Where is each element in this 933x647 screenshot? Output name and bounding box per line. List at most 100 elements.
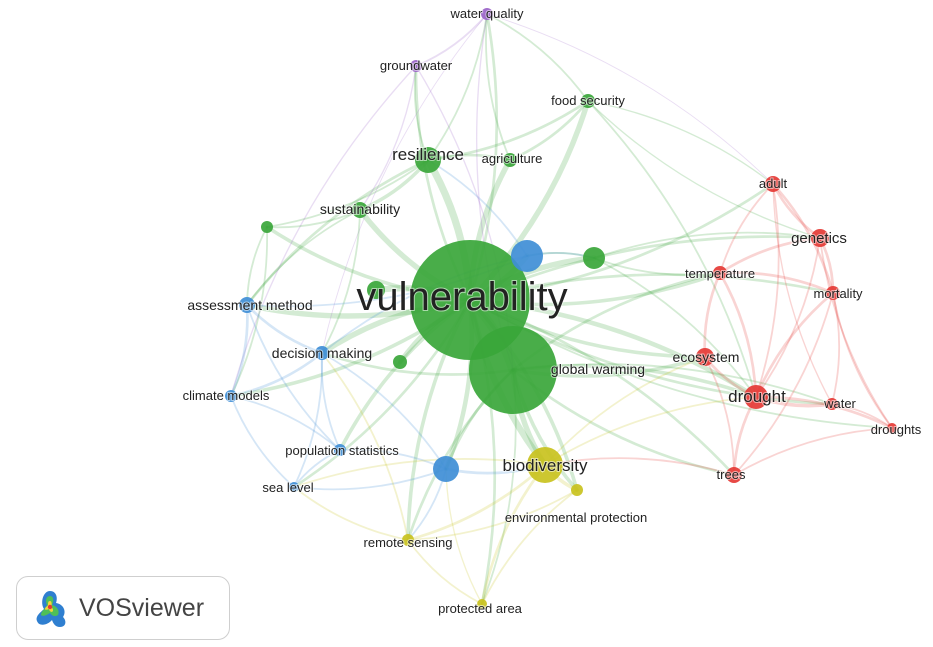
edge-adult-water	[772, 183, 833, 405]
node-g-small3[interactable]	[393, 355, 407, 369]
node-groundwater[interactable]	[410, 60, 422, 72]
edge-water-quality-decision-making	[321, 13, 488, 354]
edge-genetics-droughts	[819, 237, 893, 429]
edge-agriculture-water-quality	[485, 13, 511, 161]
edge-g-small2-genetics	[593, 231, 821, 259]
label-trees: trees	[717, 467, 746, 482]
edge-remote-sensing-protected-area	[407, 539, 483, 605]
label-climate-models: climate models	[183, 388, 270, 403]
node-b-lower[interactable]	[433, 456, 459, 482]
edge-adult-mortality	[771, 182, 835, 295]
edge-biodiversity-drought	[544, 396, 757, 466]
edge-environmental-protection-protected-area	[481, 489, 578, 605]
label-assessment-method: assessment method	[187, 297, 312, 313]
edge-mortality-trees	[733, 292, 834, 476]
node-environmental-protection[interactable]	[571, 484, 583, 496]
edge-mortality-water	[831, 292, 841, 405]
node-g-small4[interactable]	[261, 221, 273, 233]
edge-food-security-genetics	[587, 100, 821, 239]
label-population-statistics: population statistics	[285, 443, 399, 458]
edge-b-lower-sea-level	[293, 468, 447, 491]
node-drought[interactable]	[744, 385, 768, 409]
edge-water-quality-adult	[486, 13, 774, 185]
edge-biodiversity-remote-sensing	[406, 463, 547, 542]
label-temperature: temperature	[685, 266, 755, 281]
node-agriculture[interactable]	[503, 153, 517, 167]
edge-trees-droughts	[733, 427, 893, 476]
node-decision-making[interactable]	[315, 346, 329, 360]
vosviewer-badge: VOSviewer	[16, 576, 230, 640]
node-water[interactable]	[826, 398, 838, 410]
edge-assessment-method-climate-models	[229, 303, 249, 398]
node-sea-level[interactable]	[289, 482, 299, 492]
edge-resilience-assessment-method	[245, 158, 430, 307]
edge-agriculture-food-security	[508, 99, 590, 162]
label-sustainability: sustainability	[320, 201, 400, 217]
label-protected-area: protected area	[438, 601, 523, 616]
label-ecosystem: ecosystem	[673, 349, 740, 365]
node-global-warming[interactable]	[469, 326, 557, 414]
node-mortality[interactable]	[826, 286, 840, 300]
vosviewer-brand-name: VOSviewer	[79, 593, 205, 622]
node-adult[interactable]	[765, 176, 781, 192]
label-genetics: genetics	[791, 230, 847, 247]
network-labels: vulnerability global warming resilience agr…	[182, 5, 923, 617]
edge-adult-drought	[755, 183, 780, 398]
node-biodiversity[interactable]	[527, 447, 563, 483]
edge-drought-droughts	[754, 395, 894, 430]
edge-food-security-water-quality	[486, 13, 589, 102]
edge-biodiversity-ecosystem	[544, 356, 706, 466]
node-food-security[interactable]	[581, 94, 595, 108]
edge-sustainability-g-small4	[266, 209, 361, 229]
node-resilience[interactable]	[415, 147, 441, 173]
edge-g-small4-climate-models	[230, 226, 269, 397]
edge-sustainability-assessment-method	[246, 209, 361, 306]
edge-decision-making-population-statistics	[320, 352, 341, 451]
edge-climate-models-sea-level	[230, 395, 295, 488]
label-global-warming: global warming	[551, 361, 645, 377]
edge-remote-sensing-decision-making	[321, 352, 409, 541]
node-ecosystem[interactable]	[696, 348, 714, 366]
label-food-security: food security	[551, 93, 625, 108]
node-temperature[interactable]	[713, 266, 727, 280]
node-genetics[interactable]	[811, 229, 829, 247]
label-groundwater: groundwater	[380, 58, 453, 73]
label-agriculture: agriculture	[482, 151, 543, 166]
edge-resilience-g-small4	[266, 159, 429, 228]
node-b-upper[interactable]	[511, 240, 543, 272]
edge-g-small4-assessment-method	[246, 226, 268, 306]
edge-g-small2-temperature	[593, 257, 721, 276]
edge-climate-models-population-statistics	[230, 395, 341, 451]
node-droughts[interactable]	[887, 423, 897, 433]
edge-resilience-water-quality	[427, 13, 488, 161]
node-water-quality[interactable]	[481, 8, 493, 20]
edge-mortality-droughts	[832, 292, 893, 429]
node-protected-area[interactable]	[477, 599, 487, 609]
edge-temperature-mortality	[718, 271, 835, 295]
label-remote-sensing: remote sensing	[364, 535, 453, 550]
edge-biodiversity-sea-level	[293, 458, 546, 488]
node-climate-models[interactable]	[225, 390, 237, 402]
label-droughts: droughts	[871, 422, 922, 437]
label-mortality: mortality	[813, 286, 863, 301]
edge-food-security-adult	[587, 100, 774, 185]
node-assessment-method[interactable]	[239, 297, 255, 313]
node-trees[interactable]	[726, 467, 742, 483]
edge-remote-sensing-sea-level	[293, 486, 409, 541]
edge-trees-biodiversity	[544, 457, 735, 476]
node-sustainability[interactable]	[352, 202, 368, 218]
node-g-small2[interactable]	[583, 247, 605, 269]
label-drought: drought	[728, 387, 786, 406]
edge-temperature-drought	[718, 271, 758, 399]
node-remote-sensing[interactable]	[402, 534, 414, 546]
edge-assessment-method-population-statistics	[246, 304, 341, 451]
edge-groundwater-sustainability	[359, 65, 417, 211]
node-population-statistics[interactable]	[334, 444, 346, 456]
label-sea-level: sea level	[262, 480, 313, 495]
node-g-small1[interactable]	[367, 281, 385, 299]
edge-food-security-drought	[587, 100, 757, 398]
edge-water-droughts	[831, 403, 893, 429]
edge-decision-making-sea-level	[293, 352, 324, 488]
label-water-quality: water quality	[450, 6, 524, 21]
